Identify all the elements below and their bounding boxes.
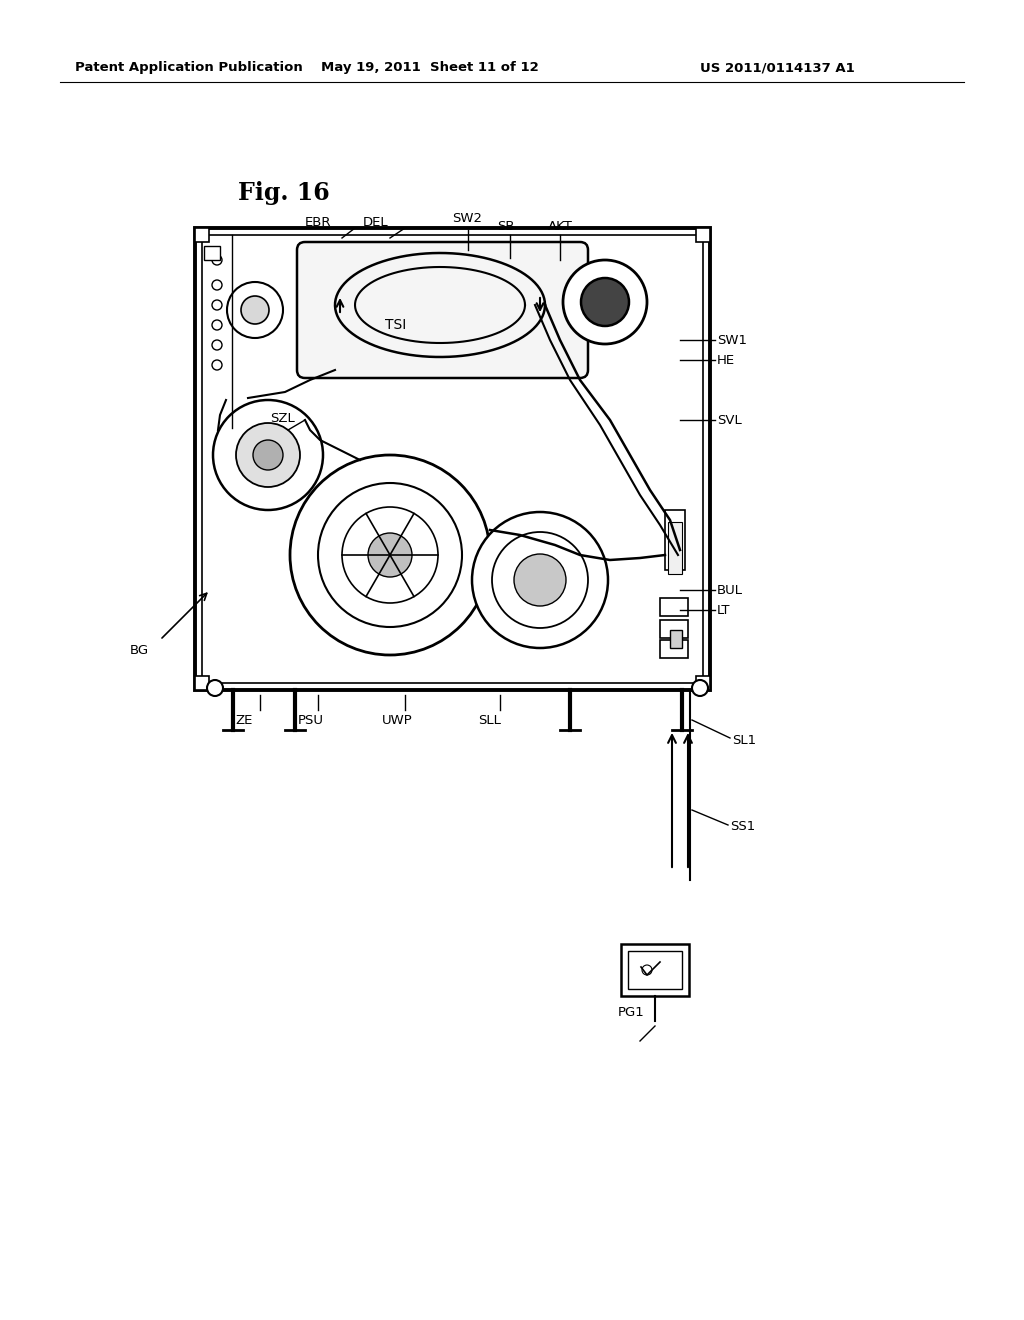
Bar (195, 228, 710, 690)
Bar (660, 620, 688, 638)
Circle shape (212, 319, 222, 330)
Text: PSU: PSU (298, 714, 324, 726)
Circle shape (241, 296, 269, 323)
Text: UWP: UWP (382, 714, 413, 726)
Bar (696, 676, 710, 690)
Text: HE: HE (717, 354, 735, 367)
Text: May 19, 2011  Sheet 11 of 12: May 19, 2011 Sheet 11 of 12 (322, 62, 539, 74)
Circle shape (563, 260, 647, 345)
Text: SVL: SVL (717, 413, 741, 426)
Bar (621, 944, 689, 997)
Circle shape (236, 422, 300, 487)
Text: SL1: SL1 (732, 734, 756, 747)
Bar (660, 640, 688, 657)
FancyBboxPatch shape (297, 242, 588, 378)
Text: Patent Application Publication: Patent Application Publication (75, 62, 303, 74)
Text: SW1: SW1 (717, 334, 746, 346)
Circle shape (581, 279, 629, 326)
Text: AKT: AKT (548, 219, 572, 232)
Text: DEL: DEL (362, 215, 389, 228)
Circle shape (212, 360, 222, 370)
Text: BUL: BUL (717, 583, 743, 597)
Text: BG: BG (130, 644, 150, 656)
Text: PG1: PG1 (618, 1006, 645, 1019)
Circle shape (692, 680, 708, 696)
Text: Fig. 16: Fig. 16 (238, 181, 330, 205)
Text: ZE: ZE (234, 714, 252, 726)
Text: EBR: EBR (305, 215, 332, 228)
Circle shape (642, 965, 652, 975)
Circle shape (253, 440, 283, 470)
Bar (204, 246, 220, 260)
Text: TSI: TSI (385, 318, 407, 333)
Text: SB: SB (497, 219, 514, 232)
Text: SS1: SS1 (730, 821, 756, 833)
Bar (202, 235, 703, 682)
Circle shape (368, 533, 412, 577)
Bar (628, 950, 682, 989)
Circle shape (212, 280, 222, 290)
Bar (670, 630, 682, 648)
Bar (668, 521, 682, 574)
Circle shape (342, 507, 438, 603)
Bar (696, 228, 710, 242)
Circle shape (514, 554, 566, 606)
Circle shape (472, 512, 608, 648)
Text: SLL: SLL (478, 714, 501, 726)
Circle shape (492, 532, 588, 628)
Text: SW2: SW2 (452, 211, 482, 224)
Bar (660, 598, 688, 616)
Circle shape (213, 400, 323, 510)
Text: LT: LT (717, 603, 730, 616)
Circle shape (290, 455, 490, 655)
Circle shape (212, 341, 222, 350)
Circle shape (207, 680, 223, 696)
Bar (195, 228, 209, 242)
Text: SZL: SZL (270, 412, 295, 425)
Circle shape (227, 282, 283, 338)
Circle shape (212, 300, 222, 310)
Circle shape (318, 483, 462, 627)
Bar (195, 676, 209, 690)
Bar (665, 510, 685, 570)
Text: US 2011/0114137 A1: US 2011/0114137 A1 (700, 62, 855, 74)
Circle shape (212, 255, 222, 265)
